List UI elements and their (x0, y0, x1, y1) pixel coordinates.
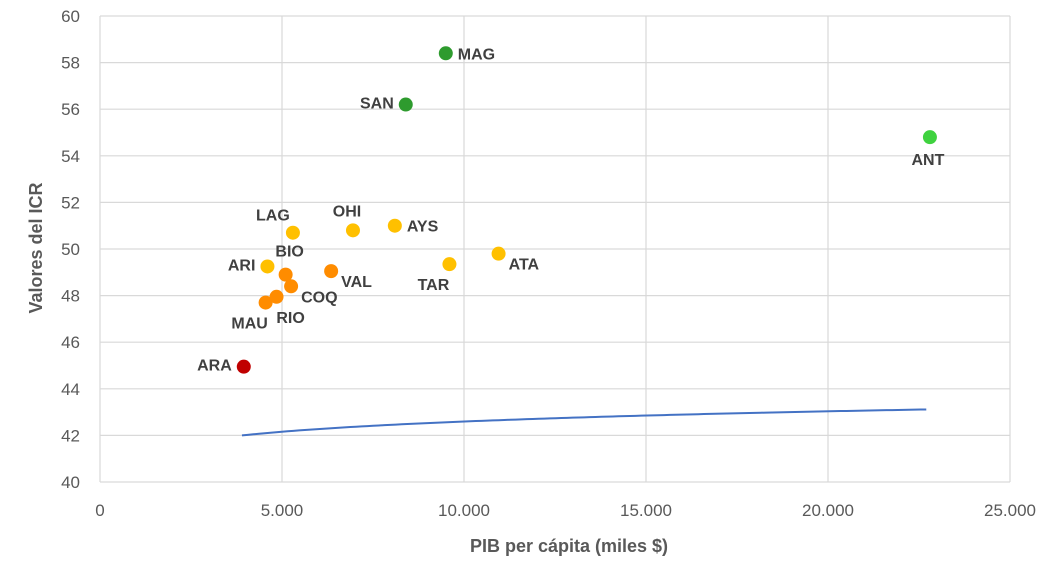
point-label-ata: ATA (509, 257, 540, 274)
x-tick-label: 20.000 (802, 501, 854, 520)
point-label-lag: LAG (256, 208, 290, 225)
y-tick-label: 42 (61, 426, 80, 445)
y-tick-label: 44 (61, 380, 80, 399)
x-axis-title: PIB per cápita (miles $) (470, 536, 668, 556)
data-point-mau (258, 295, 273, 310)
point-label-tar: TAR (418, 277, 450, 294)
x-tick-label: 15.000 (620, 501, 672, 520)
point-label-san: SAN (360, 96, 394, 113)
data-point-mag (438, 46, 453, 61)
y-tick-label: 58 (61, 54, 80, 73)
y-tick-label: 50 (61, 240, 80, 259)
x-tick-label: 0 (95, 501, 104, 520)
data-point-san (398, 97, 413, 112)
trend-layer (241, 408, 927, 437)
y-axis-title: Valores del ICR (26, 182, 46, 313)
data-point-ohi (345, 223, 360, 238)
point-label-coq: COQ (301, 289, 337, 306)
data-point-bio (278, 267, 293, 282)
point-label-ara: ARA (197, 358, 232, 375)
ticks-layer: 40 42 44 46 48 50 52 54 56 58 60 0 5.000 10.000 15.000… (61, 7, 1036, 520)
data-point-lag (285, 225, 300, 240)
y-tick-label: 46 (61, 333, 80, 352)
data-point-ata (491, 246, 506, 261)
point-label-ohi: OHI (333, 203, 361, 220)
point-label-mag: MAG (458, 46, 495, 63)
y-tick-label: 48 (61, 287, 80, 306)
grid-layer (99, 15, 1011, 483)
data-point-rio (269, 289, 284, 304)
x-tick-label: 10.000 (438, 501, 490, 520)
data-point-coq (284, 279, 299, 294)
data-point-ara (236, 359, 251, 374)
point-label-val: VAL (341, 274, 372, 291)
point-label-rio: RIO (276, 310, 304, 327)
data-point-ari (260, 259, 275, 274)
y-tick-label: 56 (61, 100, 80, 119)
x-tick-label: 25.000 (984, 501, 1036, 520)
point-label-ays: AYS (407, 219, 439, 236)
y-tick-label: 54 (61, 147, 80, 166)
x-tick-label: 5.000 (261, 501, 304, 520)
points-layer (236, 46, 937, 374)
y-tick-label: 52 (61, 193, 80, 212)
point-label-ari: ARI (228, 257, 256, 274)
trendline (241, 408, 927, 437)
point-label-mau: MAU (231, 316, 267, 333)
data-point-ays (387, 218, 402, 233)
data-point-tar (442, 257, 457, 272)
point-label-ant: ANT (911, 152, 944, 169)
y-tick-label: 60 (61, 7, 80, 26)
data-point-val (324, 264, 339, 279)
data-point-ant (922, 130, 937, 145)
point-label-bio: BIO (275, 244, 303, 261)
y-tick-label: 40 (61, 473, 80, 492)
